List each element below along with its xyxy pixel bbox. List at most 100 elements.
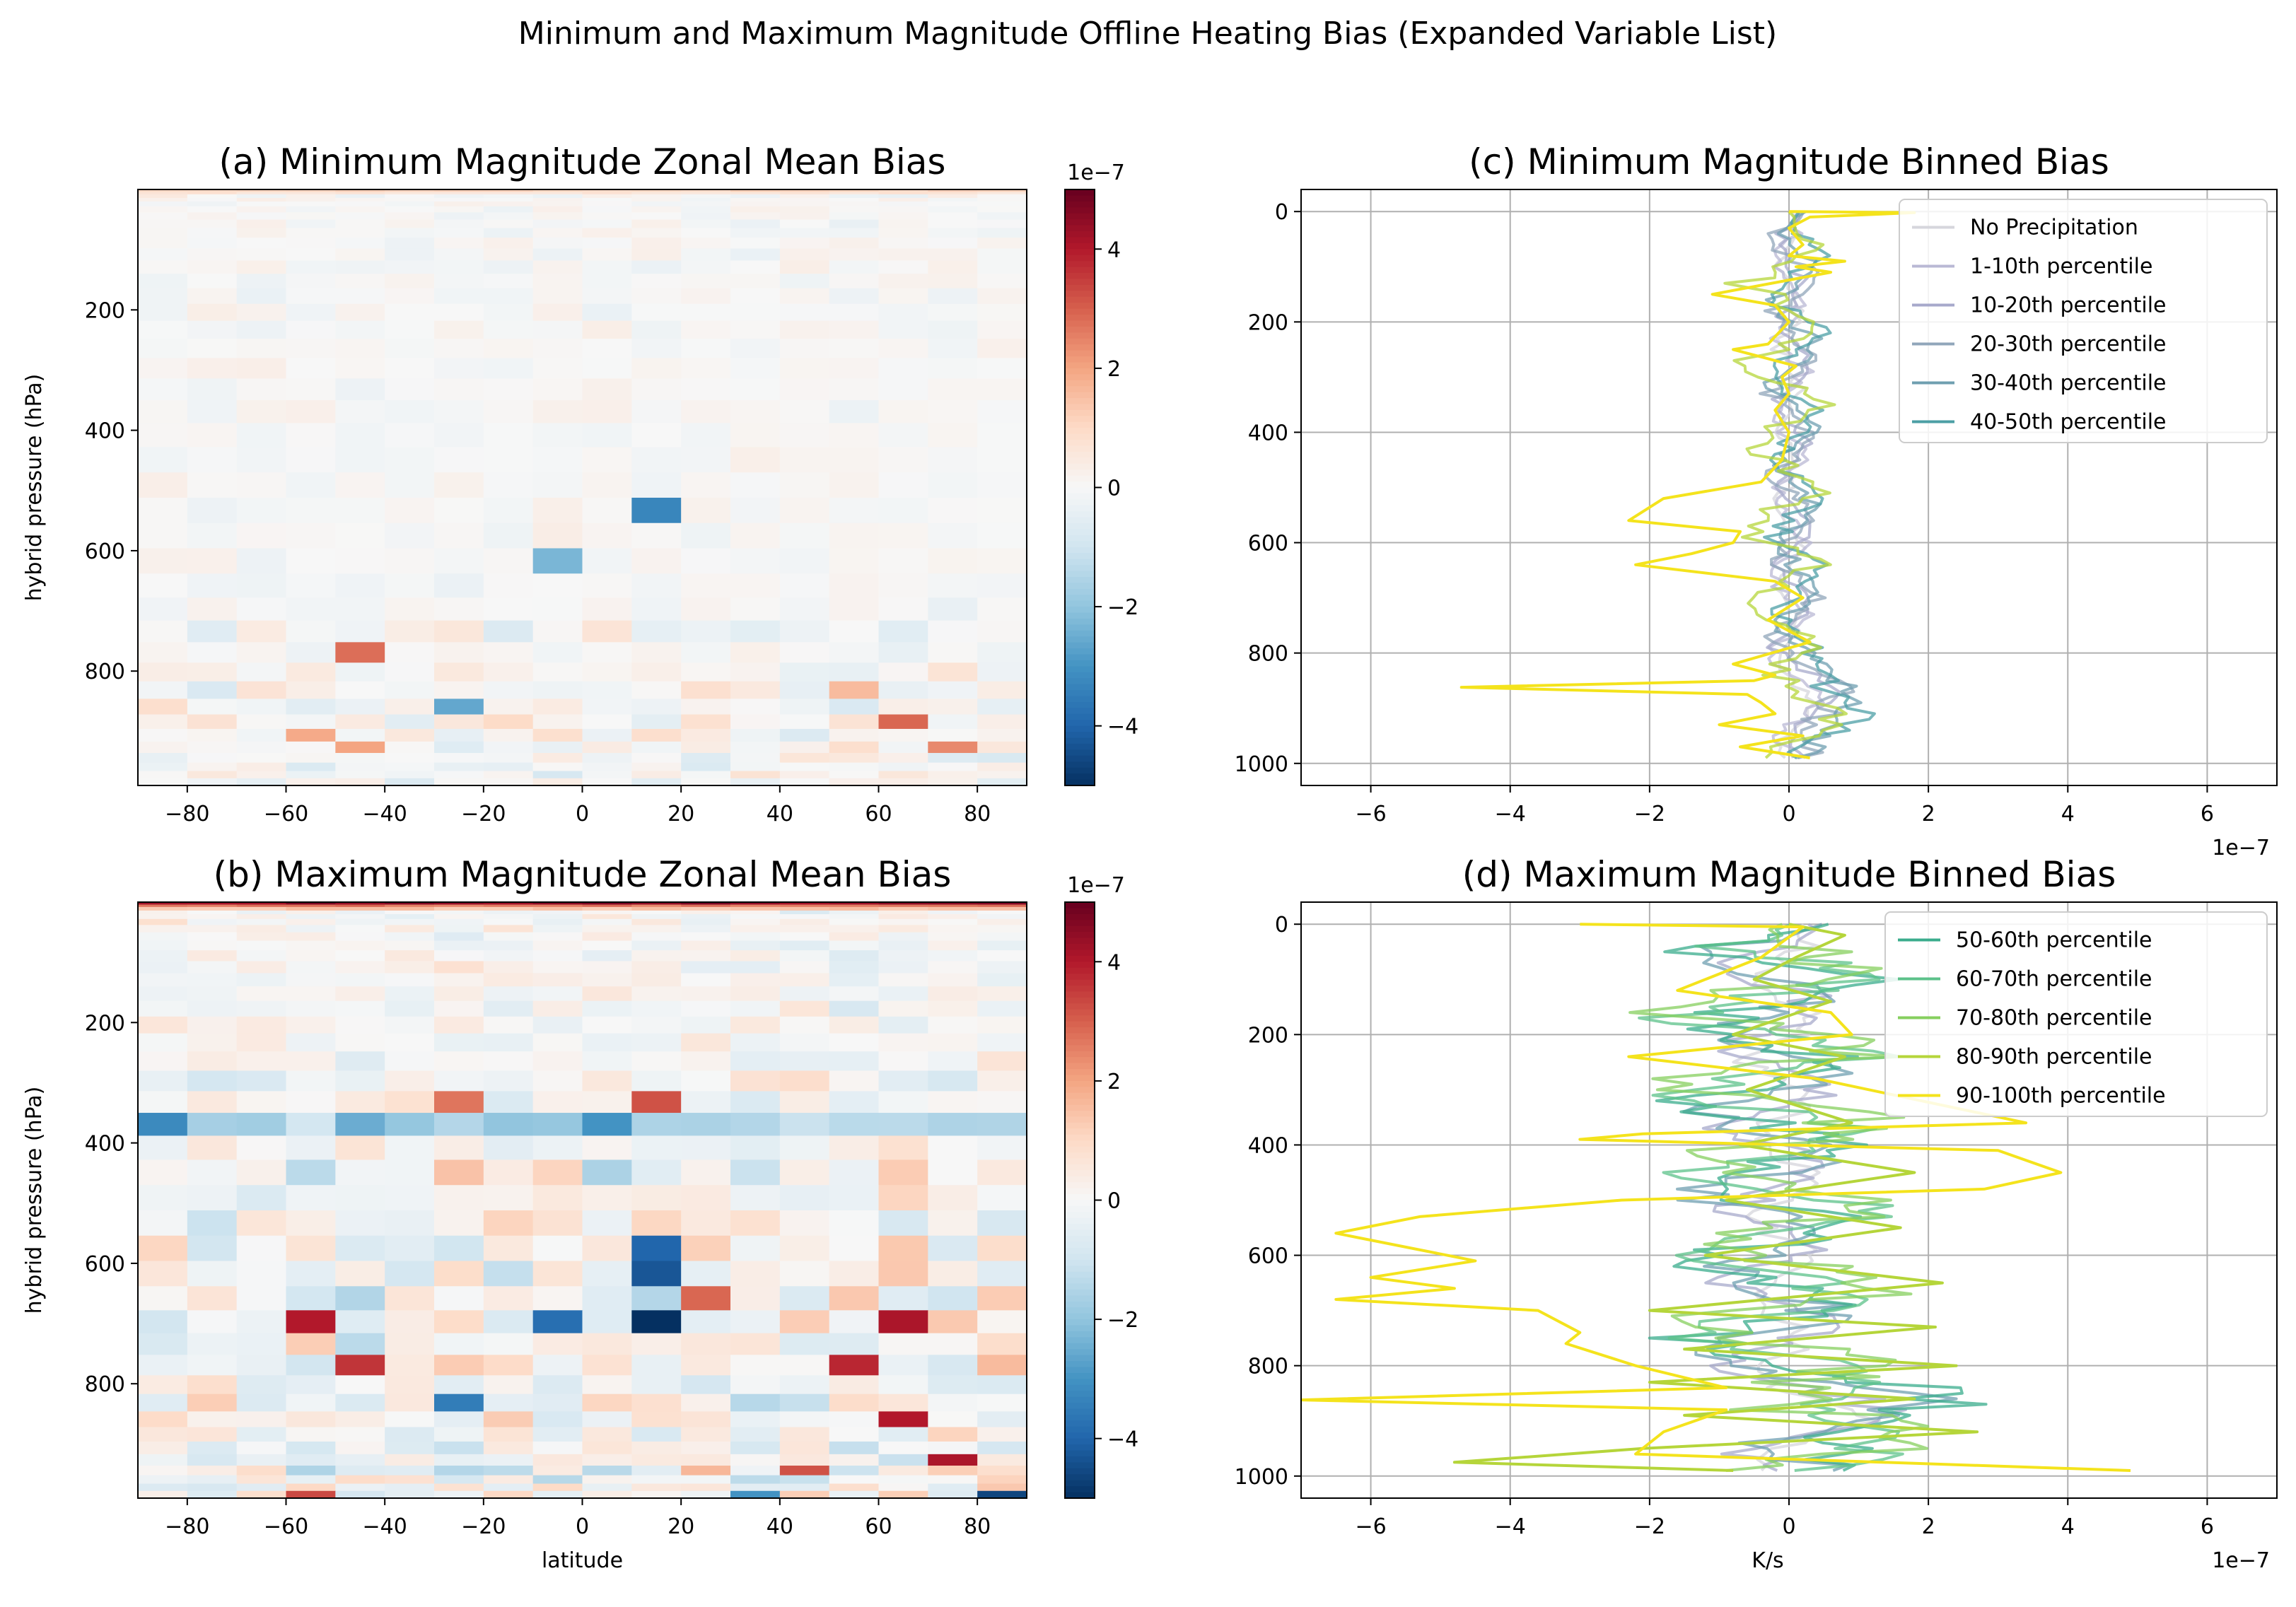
x-tick-label: 40 bbox=[767, 802, 793, 826]
colorbar-segment bbox=[1065, 1075, 1095, 1082]
heatmap-cell bbox=[385, 1286, 435, 1311]
heatmap-cell bbox=[286, 378, 336, 401]
heatmap-cell bbox=[928, 219, 978, 229]
colorbar-segment bbox=[1065, 1200, 1095, 1207]
heatmap-cell bbox=[878, 778, 928, 786]
heatmap-cell bbox=[631, 358, 682, 379]
heatmap-cell bbox=[928, 1016, 978, 1034]
heatmap-cell bbox=[878, 212, 928, 221]
heatmap-cell bbox=[138, 1033, 188, 1052]
heatmap-cell bbox=[138, 1355, 188, 1376]
heatmap-cell bbox=[483, 620, 534, 643]
heatmap-cell bbox=[730, 1210, 781, 1237]
heatmap-cell bbox=[335, 192, 385, 195]
colorbar-segment bbox=[1065, 225, 1095, 232]
heatmap-cell bbox=[779, 192, 830, 195]
heatmap-cell bbox=[138, 197, 188, 202]
colorbar-segment bbox=[1065, 463, 1095, 470]
colorbar-segment bbox=[1065, 583, 1095, 590]
colorbar-segment bbox=[1065, 273, 1095, 280]
heatmap-cell bbox=[335, 1185, 385, 1211]
heatmap-cell bbox=[582, 902, 632, 906]
heatmap-cell bbox=[928, 771, 978, 779]
heatmap-cell bbox=[138, 274, 188, 289]
heatmap-cell bbox=[878, 201, 928, 207]
heatmap-cell bbox=[335, 932, 385, 942]
heatmap-cell bbox=[286, 910, 336, 915]
heatmap-cell bbox=[385, 1159, 435, 1186]
heatmap-cell bbox=[286, 320, 336, 339]
heatmap-cell bbox=[928, 358, 978, 379]
heatmap-cell bbox=[286, 1051, 336, 1072]
heatmap-cell bbox=[631, 472, 682, 498]
heatmap-cell bbox=[434, 320, 484, 339]
heatmap-cell bbox=[138, 1185, 188, 1211]
heatmap-cell bbox=[434, 910, 484, 915]
heatmap-cell bbox=[138, 1286, 188, 1311]
heatmap-cell bbox=[286, 925, 336, 933]
heatmap-cell bbox=[138, 212, 188, 221]
heatmap-cell bbox=[779, 548, 830, 574]
heatmap-cell bbox=[779, 771, 830, 779]
x-tick-label: −6 bbox=[1355, 1514, 1386, 1539]
heatmap-cell bbox=[829, 778, 880, 786]
heatmap-cell bbox=[187, 1286, 238, 1311]
heatmap-cell bbox=[730, 681, 781, 699]
legend-label: 50-60th percentile bbox=[1956, 928, 2152, 953]
heatmap-cell bbox=[483, 303, 534, 322]
x-tick-label: −80 bbox=[165, 1514, 209, 1539]
heatmap-cell bbox=[878, 714, 928, 730]
heatmap-cell bbox=[335, 914, 385, 920]
heatmap-cell bbox=[977, 662, 1027, 682]
heatmap-cell bbox=[532, 238, 583, 250]
heatmap-cell bbox=[434, 662, 484, 682]
colorbar-segment bbox=[1065, 368, 1095, 375]
heatmap-cell bbox=[138, 681, 188, 699]
heatmap-cell bbox=[434, 741, 484, 754]
heatmap-cell bbox=[878, 642, 928, 663]
colorbar-segment bbox=[1065, 925, 1095, 933]
heatmap-cell bbox=[434, 1070, 484, 1092]
heatmap-cell bbox=[483, 762, 534, 772]
heatmap-cell bbox=[631, 497, 682, 524]
heatmap-cell bbox=[631, 950, 682, 962]
heatmap-cell bbox=[434, 904, 484, 908]
heatmap-cell bbox=[730, 986, 781, 1002]
heatmap-cell bbox=[335, 910, 385, 915]
heatmap-cell bbox=[138, 339, 188, 359]
heatmap-cell bbox=[829, 762, 880, 772]
heatmap-cell bbox=[977, 1355, 1027, 1376]
colorbar-segment bbox=[1065, 440, 1095, 447]
heatmap-cell bbox=[483, 1113, 534, 1136]
heatmap-cell bbox=[532, 358, 583, 379]
heatmap-cell bbox=[878, 1091, 928, 1114]
heatmap-cell bbox=[532, 1185, 583, 1211]
heatmap-cell bbox=[236, 288, 287, 305]
colorbar-tick-label: 0 bbox=[1107, 1189, 1121, 1214]
heatmap-cell bbox=[829, 320, 880, 339]
heatmap-cell bbox=[681, 339, 731, 359]
heatmap-cell bbox=[335, 400, 385, 423]
heatmap-cell bbox=[730, 714, 781, 730]
colorbar-segment bbox=[1065, 902, 1095, 909]
heatmap-cell bbox=[236, 1135, 287, 1161]
heatmap-cell bbox=[779, 274, 830, 289]
colorbar-segment bbox=[1065, 237, 1095, 244]
heatmap-cell bbox=[385, 1070, 435, 1092]
heatmap-cell bbox=[681, 681, 731, 699]
heatmap-cell bbox=[138, 423, 188, 448]
heatmap-cell bbox=[779, 573, 830, 598]
heatmap-cell bbox=[681, 358, 731, 379]
heatmap-cell bbox=[730, 932, 781, 942]
heatmap-cell bbox=[878, 288, 928, 305]
series-line-90-100th-percentile bbox=[1301, 923, 2131, 1472]
heatmap-cell bbox=[434, 1427, 484, 1442]
colorbar-segment bbox=[1065, 1158, 1095, 1165]
heatmap-cell bbox=[928, 1210, 978, 1237]
heatmap-cell bbox=[286, 248, 336, 262]
heatmap-cell bbox=[187, 189, 238, 193]
heatmap-cell bbox=[138, 1051, 188, 1072]
heatmap-cell bbox=[532, 973, 583, 987]
heatmap-cell bbox=[385, 699, 435, 715]
heatmap-cell bbox=[779, 642, 830, 663]
